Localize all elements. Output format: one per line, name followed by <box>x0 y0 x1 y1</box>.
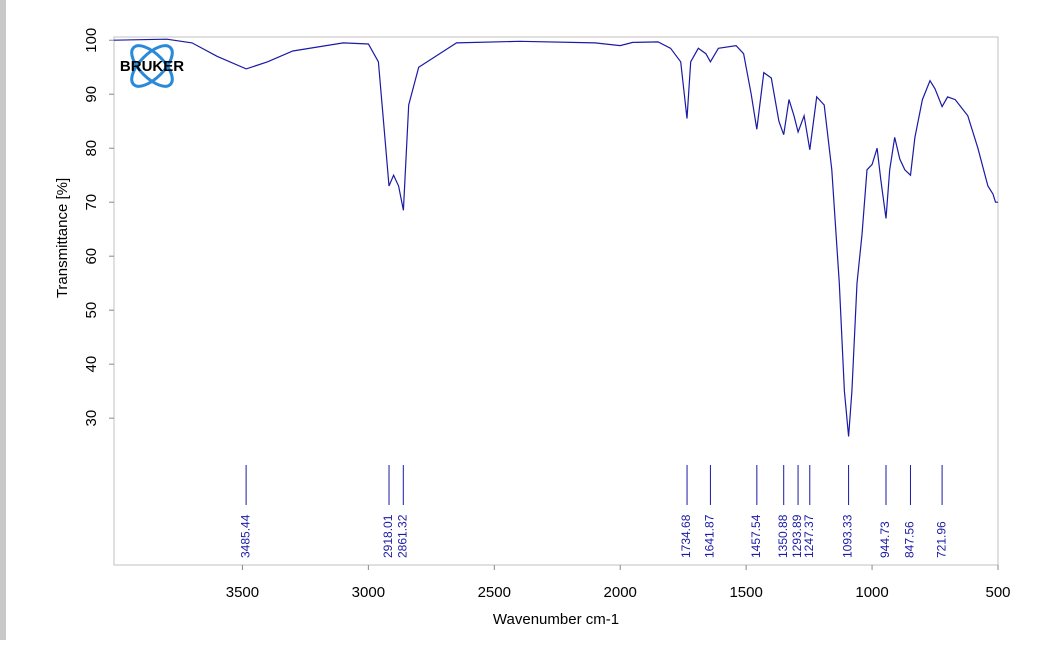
peak-label: 3485.44 <box>238 514 252 558</box>
peak-label: 847.56 <box>903 521 917 558</box>
peak-label: 1093.33 <box>841 514 855 558</box>
y-tick-label: 70 <box>83 194 100 211</box>
x-tick-label: 500 <box>985 584 1010 601</box>
peak-label: 1293.89 <box>790 514 804 558</box>
x-axis-label: Wavenumber cm-1 <box>493 611 619 628</box>
peak-label: 721.96 <box>934 521 948 558</box>
peak-label: 944.73 <box>878 521 892 558</box>
y-axis-label: Transmittance [%] <box>54 178 71 298</box>
y-tick-label: 80 <box>83 140 100 157</box>
x-tick-label: 3500 <box>226 584 259 601</box>
x-tick-label: 1500 <box>729 584 762 601</box>
x-tick-label: 2500 <box>478 584 511 601</box>
y-tick-label: 40 <box>83 356 100 373</box>
side-bar <box>0 0 6 640</box>
x-tick-label: 2000 <box>604 584 637 601</box>
logo: BRUKER <box>120 44 184 88</box>
plot-frame <box>113 36 999 566</box>
x-tick-label: 3000 <box>352 584 385 601</box>
peak-label: 1641.87 <box>703 514 717 558</box>
peak-label: 1734.68 <box>679 514 693 558</box>
peak-label: 1247.37 <box>802 514 816 558</box>
peak-label: 1350.88 <box>776 514 790 558</box>
y-tick-label: 90 <box>83 86 100 103</box>
y-tick-label: 50 <box>83 302 100 319</box>
y-tick-label: 30 <box>83 410 100 427</box>
y-tick-label: 100 <box>83 28 100 53</box>
peak-label: 1457.54 <box>749 514 763 558</box>
logo-text: BRUKER <box>120 58 184 75</box>
y-tick-label: 60 <box>83 248 100 265</box>
peak-label: 2918.01 <box>381 514 395 558</box>
spectrum-line <box>113 38 998 437</box>
x-tick-label: 1000 <box>855 584 888 601</box>
peak-label: 2861.32 <box>395 514 409 558</box>
